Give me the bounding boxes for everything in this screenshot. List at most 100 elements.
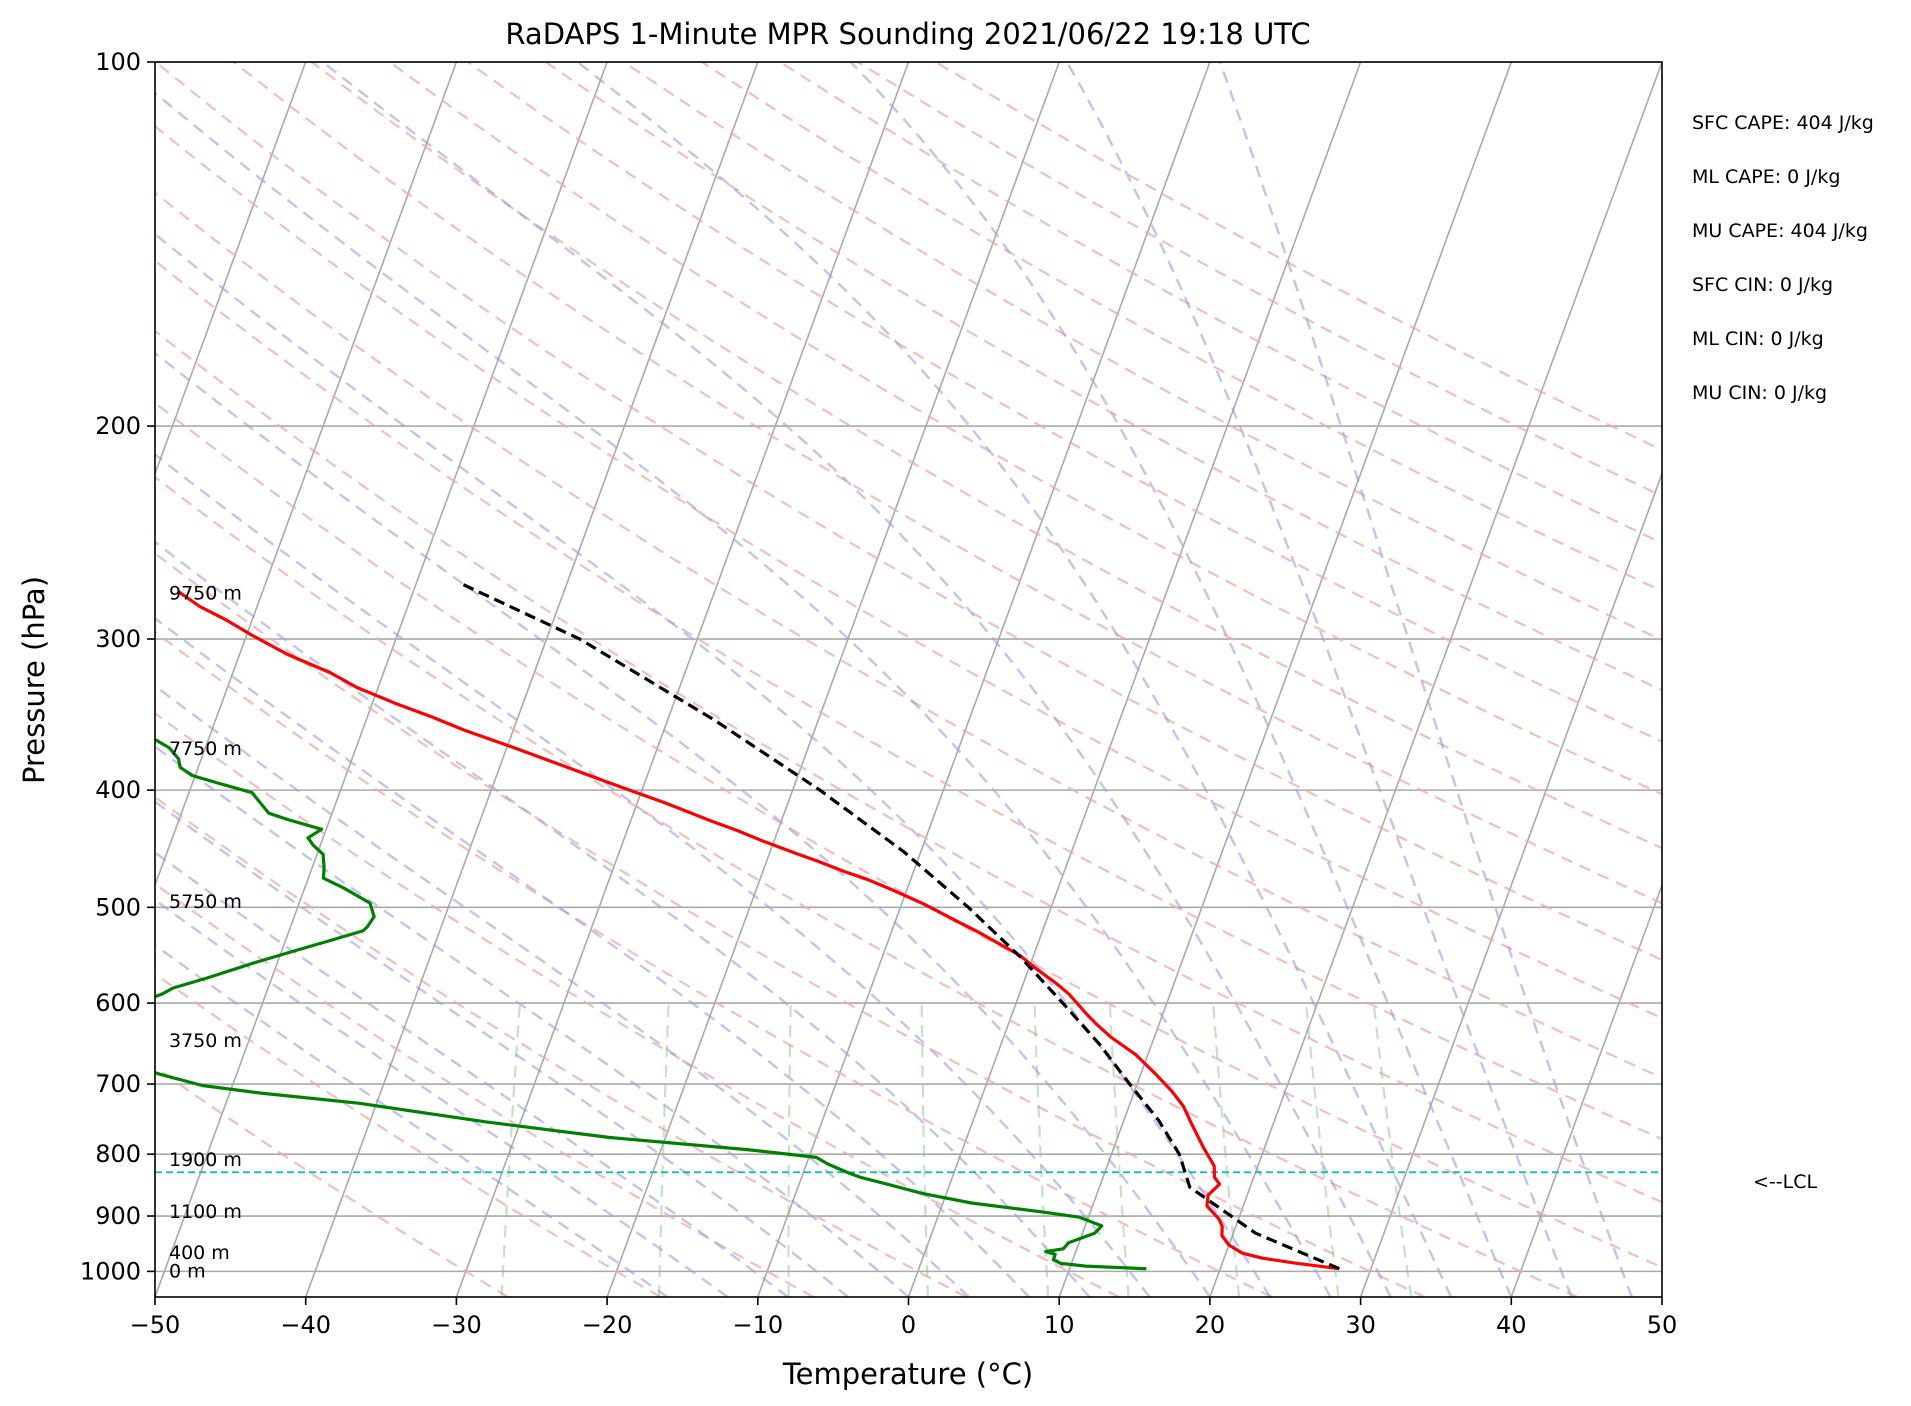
chart-title: RaDAPS 1-Minute MPR Sounding 2021/06/22 … [505, 17, 1310, 51]
moist-adiabat [322, 62, 1392, 1297]
height-labels: 9750 m 7750 m 5750 m 3750 m 1900 m 1100 m 400 … [169, 582, 242, 1282]
isotherm-line [907, 62, 1362, 1297]
isotherm-line [1209, 62, 1662, 1297]
x-axis-ticks: −50 −40 −30 −20 −10 0 10 20 30 40 50 [130, 1297, 1678, 1339]
mixing-ratio-line [1304, 1002, 1340, 1297]
moist-adiabat [155, 943, 669, 1297]
y-axis-ticks: 100 200 300 400 500 600 700 800 900 1000 [80, 48, 155, 1285]
dry-adiabat [155, 882, 815, 1297]
height-label: 1900 m [169, 1149, 242, 1171]
dry-adiabat [155, 124, 1662, 1020]
x-tick-label: 50 [1647, 1311, 1678, 1339]
isotherm-line [606, 62, 1060, 1297]
height-label: 400 m [169, 1242, 230, 1264]
dry-adiabat [155, 552, 1426, 1297]
y-tick-label: 700 [95, 1070, 141, 1098]
height-label: 0 m [169, 1260, 206, 1282]
dry-adiabat [155, 329, 1662, 1204]
moist-adiabat [155, 232, 1272, 1297]
background-lines [155, 62, 1662, 1297]
moist-adiabat [155, 684, 970, 1297]
x-tick-label: 40 [1496, 1311, 1527, 1339]
moist-adiabat [155, 800, 849, 1297]
sounding-lines [155, 582, 1340, 1271]
x-tick-label: −30 [431, 1311, 482, 1339]
dry-adiabat [311, 62, 1662, 850]
y-axis-title: Pressure (hPa) [17, 576, 51, 784]
dry-adiabat [701, 62, 1662, 593]
moist-adiabat [155, 351, 1211, 1297]
isotherm-line [1058, 62, 1513, 1297]
stability-index: ML CAPE: 0 J/kg [1692, 166, 1840, 188]
moist-adiabat [155, 745, 910, 1297]
mixing-ratio-line [920, 1003, 930, 1297]
y-tick-label: 800 [95, 1140, 141, 1168]
moist-adiabat [1218, 62, 1634, 1297]
moist-adiabat [849, 62, 1513, 1297]
height-label: 5750 m [169, 891, 242, 913]
moist-adiabat [576, 62, 1453, 1297]
y-tick-label: 200 [95, 412, 141, 440]
mixing-ratio-line [1212, 1003, 1241, 1297]
stability-index: MU CAPE: 404 J/kg [1692, 220, 1868, 242]
y-tick-label: 300 [95, 625, 141, 653]
dry-adiabat [155, 401, 1662, 1269]
isotherm-line [757, 62, 1211, 1297]
isotherm-line [1359, 471, 1662, 1297]
isotherm-line [455, 62, 910, 1297]
dry-adiabat [467, 62, 1662, 743]
dry-adiabat [155, 191, 1662, 1079]
x-axis-title: Temperature (°C) [782, 1357, 1033, 1391]
mixing-ratio-line [787, 1003, 792, 1297]
stability-indices: SFC CAPE: 404 J/kg ML CAPE: 0 J/kg MU CAPE… [1692, 112, 1874, 404]
height-label: 1100 m [169, 1201, 242, 1223]
mixing-ratio-line [500, 1003, 521, 1297]
x-tick-label: 10 [1044, 1311, 1075, 1339]
mixing-ratio-line [1108, 1003, 1130, 1297]
x-tick-label: 0 [901, 1311, 916, 1339]
stability-index: MU CIN: 0 J/kg [1692, 382, 1827, 404]
x-tick-label: −40 [280, 1311, 331, 1339]
mixing-ratio-line [658, 1003, 670, 1297]
y-tick-label: 1000 [80, 1257, 141, 1285]
dry-adiabat [155, 259, 1662, 1141]
parcel-profile [460, 582, 1340, 1271]
temperature-profile [177, 590, 1340, 1271]
dry-adiabat [857, 62, 1662, 498]
height-label: 7750 m [169, 738, 242, 760]
x-tick-label: −20 [582, 1311, 633, 1339]
dewpoint-profile [155, 737, 1147, 1271]
moist-adiabat [155, 898, 729, 1297]
lcl-label: <--LCL [1753, 1171, 1817, 1193]
y-tick-label: 500 [95, 893, 141, 921]
moist-adiabat [155, 851, 789, 1297]
isotherm-line [1510, 883, 1662, 1297]
stability-index: SFC CAPE: 404 J/kg [1692, 112, 1874, 134]
dry-adiabat [155, 795, 967, 1297]
mixing-ratio-line [1372, 1002, 1413, 1297]
dry-adiabat [545, 62, 1662, 692]
dry-adiabat [935, 62, 1662, 452]
moist-adiabat [155, 616, 1030, 1297]
dry-adiabat [155, 1065, 509, 1297]
moist-adiabat [155, 91, 1332, 1297]
y-tick-label: 100 [95, 48, 141, 76]
dry-adiabat [779, 62, 1662, 545]
height-label: 3750 m [169, 1030, 242, 1052]
x-tick-label: −50 [130, 1311, 181, 1339]
x-tick-label: 30 [1345, 1311, 1376, 1339]
moist-adiabat [155, 540, 1091, 1297]
dry-adiabat [232, 62, 1662, 905]
y-tick-label: 400 [95, 776, 141, 804]
y-tick-label: 900 [95, 1202, 141, 1230]
moist-adiabat [1065, 62, 1573, 1297]
isotherm-line [304, 62, 759, 1297]
dry-adiabat [155, 711, 1120, 1297]
isotherm-line [1661, 1294, 1662, 1297]
dry-adiabat [155, 475, 1579, 1297]
x-tick-label: 20 [1195, 1311, 1226, 1339]
isotherm-line [155, 62, 458, 888]
stability-index: ML CIN: 0 J/kg [1692, 328, 1824, 350]
